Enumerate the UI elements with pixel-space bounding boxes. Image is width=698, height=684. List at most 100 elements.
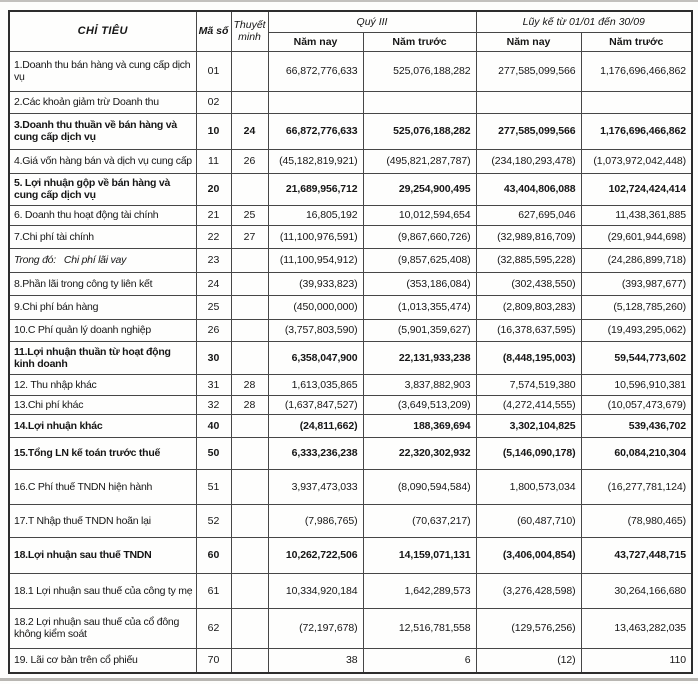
table-row: 2.Các khoản giảm trừ Doanh thu 02 — [8, 90, 693, 114]
row-label: 6. Doanh thu hoạt động tài chính — [8, 204, 197, 226]
value-ytd-this-year: 3,302,104,825 — [475, 413, 582, 438]
value-ytd-last-year: 59,544,773,602 — [580, 340, 693, 375]
row-note — [230, 318, 269, 342]
row-note — [230, 294, 269, 320]
value-ytd-this-year: (12) — [475, 647, 582, 674]
row-label: 8.Phần lãi trong công ty liên kết — [8, 271, 197, 296]
value-ytd-this-year: 627,695,046 — [475, 204, 582, 226]
value-ytd-last-year: (19,493,295,062) — [580, 318, 693, 342]
table-row: 11.Lợi nhuận thuần từ hoạt động kinh doa… — [8, 340, 693, 375]
row-code: 30 — [195, 340, 232, 375]
value-ytd-last-year: 102,724,424,414 — [580, 172, 693, 206]
value-q3-last-year: 1,642,289,573 — [362, 572, 477, 609]
row-note — [230, 503, 269, 538]
row-label: 18.Lợi nhuận sau thuế TNDN — [8, 536, 197, 574]
row-label: 9.Chi phí bán hàng — [8, 294, 197, 320]
row-note — [230, 340, 269, 375]
row-label: 10.C Phí quản lý doanh nghiệp — [8, 318, 197, 342]
row-code: 31 — [195, 373, 232, 396]
scan-artifact-bottom — [0, 678, 698, 681]
value-q3-last-year: (1,013,355,474) — [362, 294, 477, 320]
value-q3-this-year: (1,637,847,527) — [267, 394, 364, 415]
table-row: 17.T Nhập thuế TNDN hoãn lại 52 (7,986,765… — [8, 503, 693, 538]
row-code: 32 — [195, 394, 232, 415]
value-q3-this-year: (7,986,765) — [267, 503, 364, 538]
value-q3-last-year: (495,821,287,787) — [362, 148, 477, 174]
table-row: 12. Thu nhập khác 31 28 1,613,035,865 3,837,… — [8, 373, 693, 396]
row-code: 21 — [195, 204, 232, 226]
header-group-ytd: Lũy kế từ 01/01 đến 30/09 — [475, 10, 693, 33]
table-row: 13.Chi phí khác 32 28 (1,637,847,527) (3,649… — [8, 394, 693, 415]
value-ytd-this-year: (129,576,256) — [475, 607, 582, 649]
value-ytd-last-year: 539,436,702 — [580, 413, 693, 438]
value-ytd-this-year: (32,989,816,709) — [475, 224, 582, 249]
row-note — [230, 536, 269, 574]
table-row: 5. Lợi nhuận gộp về bán hàng và cung cấp… — [8, 172, 693, 206]
value-q3-last-year: 6 — [362, 647, 477, 674]
value-q3-this-year: 1,613,035,865 — [267, 373, 364, 396]
value-q3-this-year: 3,937,473,033 — [267, 468, 364, 505]
value-q3-last-year: (3,649,513,209) — [362, 394, 477, 415]
row-label: 16.C Phí thuế TNDN hiện hành — [8, 468, 197, 505]
value-ytd-this-year: 277,585,099,566 — [475, 50, 582, 92]
row-label: 18.2 Lợi nhuận sau thuế của cổ đông khôn… — [8, 607, 197, 649]
value-ytd-last-year: (78,980,465) — [580, 503, 693, 538]
row-label: 5. Lợi nhuận gộp về bán hàng và cung cấp… — [8, 172, 197, 206]
value-q3-last-year: 22,131,933,238 — [362, 340, 477, 375]
table-row: 18.1 Lợi nhuận sau thuế của công ty mẹ 61… — [8, 572, 693, 609]
row-label: 4.Giá vốn hàng bán và dịch vụ cung cấp — [8, 148, 197, 174]
row-note — [230, 90, 269, 114]
table-row: 9.Chi phí bán hàng 25 (450,000,000) (1,013,… — [8, 294, 693, 320]
value-q3-last-year: (353,186,084) — [362, 271, 477, 296]
value-q3-last-year: 29,254,900,495 — [362, 172, 477, 206]
income-statement-table: CHỈ TIÊU Mã số Thuyết minh Quý III Lũy k… — [8, 10, 693, 674]
table-row: 10.C Phí quản lý doanh nghiệp 26 (3,757,80… — [8, 318, 693, 342]
header-note: Thuyết minh — [230, 10, 269, 52]
row-code: 51 — [195, 468, 232, 505]
value-q3-this-year: (45,182,819,921) — [267, 148, 364, 174]
row-code: 26 — [195, 318, 232, 342]
table-row: 19. Lãi cơ bản trên cổ phiếu 70 38 6 (12) 110 — [8, 647, 693, 674]
row-note — [230, 468, 269, 505]
row-label: 13.Chi phí khác — [8, 394, 197, 415]
table-row: Trong đó: Chi phí lãi vay 23 (11,100,954,9… — [8, 247, 693, 273]
row-code: 50 — [195, 436, 232, 470]
value-q3-this-year: 66,872,776,633 — [267, 112, 364, 150]
header-ytd-last-year: Năm trước — [580, 31, 693, 52]
row-note: 28 — [230, 373, 269, 396]
row-label: 11.Lợi nhuận thuần từ hoạt động kinh doa… — [8, 340, 197, 375]
row-code: 52 — [195, 503, 232, 538]
value-ytd-this-year: 277,585,099,566 — [475, 112, 582, 150]
header-code: Mã số — [195, 10, 232, 52]
value-q3-this-year: 16,805,192 — [267, 204, 364, 226]
value-ytd-last-year: 1,176,696,466,862 — [580, 50, 693, 92]
value-ytd-this-year: (16,378,637,595) — [475, 318, 582, 342]
header-group-row: CHỈ TIÊU Mã số Thuyết minh Quý III Lũy k… — [8, 10, 693, 52]
value-ytd-last-year — [580, 90, 693, 114]
row-label: 1.Doanh thu bán hàng và cung cấp dịch vụ — [8, 50, 197, 92]
value-ytd-last-year: 11,438,361,885 — [580, 204, 693, 226]
value-q3-last-year: (70,637,217) — [362, 503, 477, 538]
table-body: 1.Doanh thu bán hàng và cung cấp dịch vụ… — [8, 50, 693, 674]
value-ytd-this-year: (4,272,414,555) — [475, 394, 582, 415]
table-row: 16.C Phí thuế TNDN hiện hành 51 3,937,473,… — [8, 468, 693, 505]
header-q3-this-year: Năm nay — [267, 31, 364, 52]
row-note: 25 — [230, 204, 269, 226]
value-ytd-last-year: (393,987,677) — [580, 271, 693, 296]
row-code: 40 — [195, 413, 232, 438]
row-note: 26 — [230, 148, 269, 174]
table-row: 3.Doanh thu thuần về bán hàng và cung cấ… — [8, 112, 693, 150]
row-note: 24 — [230, 112, 269, 150]
value-q3-this-year: (11,100,954,912) — [267, 247, 364, 273]
value-ytd-this-year: (8,448,195,003) — [475, 340, 582, 375]
value-q3-last-year: (5,901,359,627) — [362, 318, 477, 342]
row-code: 25 — [195, 294, 232, 320]
header-ytd-this-year: Năm nay — [475, 31, 582, 52]
row-label: Trong đó: Chi phí lãi vay — [8, 247, 197, 273]
value-ytd-this-year: (5,146,090,178) — [475, 436, 582, 470]
row-code: 02 — [195, 90, 232, 114]
value-ytd-this-year: 43,404,806,088 — [475, 172, 582, 206]
table-row: 7.Chi phí tài chính 22 27 (11,100,976,591)(… — [8, 224, 693, 249]
header-q3-last-year: Năm trước — [362, 31, 477, 52]
